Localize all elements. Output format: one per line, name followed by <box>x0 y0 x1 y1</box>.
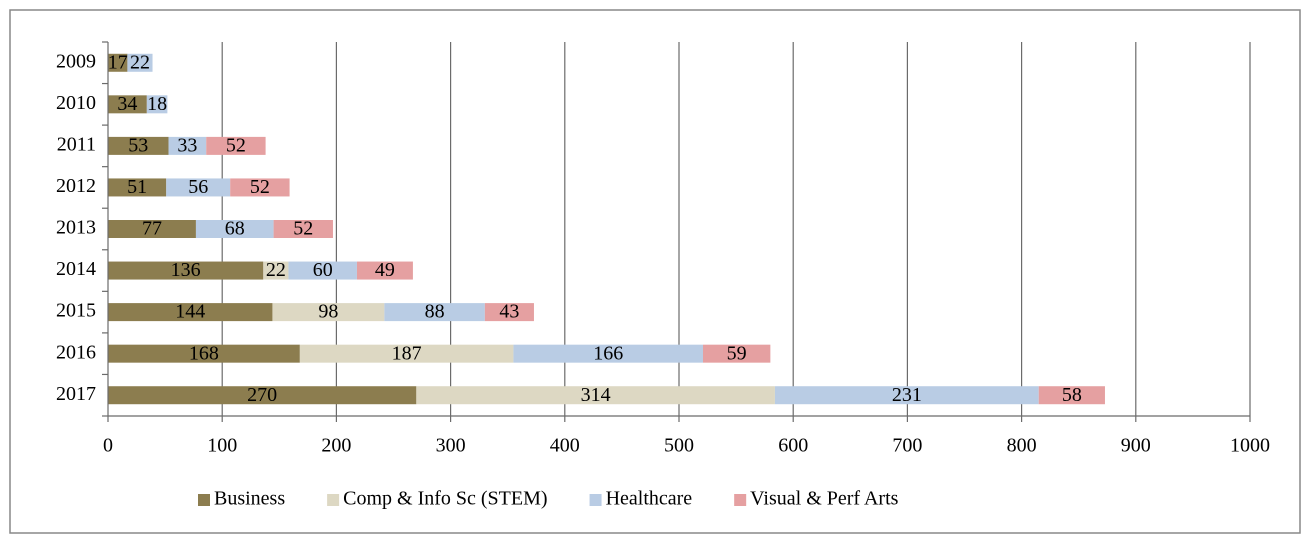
legend-swatch <box>198 494 210 506</box>
value-label: 88 <box>425 301 445 323</box>
legend-label: Business <box>214 488 285 510</box>
bar-segment <box>774 386 1039 405</box>
x-tick-label: 700 <box>892 435 922 457</box>
bar-segment <box>166 178 231 197</box>
bar-segment <box>108 261 264 280</box>
bar-segment <box>513 344 703 363</box>
bar-segment <box>206 136 266 155</box>
bar-segment <box>288 261 357 280</box>
value-label: 59 <box>727 342 747 364</box>
value-label: 43 <box>499 301 519 323</box>
y-tick-label: 2009 <box>56 50 96 72</box>
value-label: 187 <box>392 342 422 364</box>
value-label: 52 <box>250 176 270 198</box>
bar-segment <box>195 220 274 238</box>
value-label: 49 <box>375 259 395 281</box>
value-label: 168 <box>189 342 219 364</box>
value-label: 166 <box>593 342 623 364</box>
legend-swatch <box>589 494 602 506</box>
value-label: 231 <box>892 384 922 406</box>
bar-segment <box>384 303 485 322</box>
bar-segment <box>168 136 207 155</box>
y-tick-label: 2013 <box>56 217 96 239</box>
legend-label: Comp & Info Sc (STEM) <box>343 488 547 510</box>
y-tick-label: 2016 <box>56 341 96 363</box>
bar-segment <box>127 53 153 72</box>
x-tick-label: 500 <box>664 435 694 457</box>
y-tick-label: 2012 <box>56 175 96 197</box>
value-label: 18 <box>147 93 167 115</box>
bar-segment <box>356 261 413 280</box>
y-tick-label: 2015 <box>56 300 96 322</box>
value-label: 34 <box>117 93 137 115</box>
value-label: 51 <box>127 176 147 198</box>
value-label: 144 <box>175 301 205 323</box>
value-label: 53 <box>128 134 148 156</box>
bar-segment <box>108 178 167 197</box>
x-tick-label: 400 <box>550 435 580 457</box>
bar-segment <box>272 303 385 322</box>
bar-segment <box>108 303 273 322</box>
value-label: 33 <box>177 134 197 156</box>
value-label: 52 <box>226 134 246 156</box>
x-tick-label: 0 <box>103 435 113 457</box>
bar-segment <box>108 53 128 72</box>
value-label: 314 <box>581 384 611 406</box>
bar-segment <box>108 344 300 363</box>
bar-segment <box>273 220 333 238</box>
bar-segment <box>108 220 196 238</box>
bar-segment <box>299 344 514 363</box>
legend-label: Healthcare <box>606 488 693 510</box>
bar-segment <box>230 178 290 197</box>
bar-segment <box>702 344 771 363</box>
bar-segment <box>484 303 534 322</box>
value-label: 136 <box>171 259 201 281</box>
value-label: 22 <box>130 51 150 73</box>
bar-segment <box>108 136 169 155</box>
y-tick-label: 2010 <box>56 92 96 114</box>
value-label: 77 <box>142 218 162 240</box>
x-tick-label: 200 <box>321 435 351 457</box>
bar-segment <box>263 261 289 280</box>
value-label: 68 <box>225 218 245 240</box>
legend-label: Visual & Perf Arts <box>750 488 898 510</box>
bar-segment <box>146 95 168 114</box>
legend-swatch <box>734 494 747 506</box>
bar-segment <box>108 386 417 405</box>
y-tick-label: 2017 <box>56 383 96 405</box>
legend-swatch <box>327 494 340 506</box>
x-tick-label: 1000 <box>1230 435 1270 457</box>
value-label: 98 <box>318 301 338 323</box>
x-tick-label: 300 <box>436 435 466 457</box>
y-tick-label: 2014 <box>56 258 96 280</box>
value-label: 56 <box>188 176 208 198</box>
bar-segment <box>108 95 147 114</box>
x-tick-label: 800 <box>1007 435 1037 457</box>
x-tick-label: 600 <box>778 435 808 457</box>
value-label: 270 <box>247 384 277 406</box>
y-tick-label: 2011 <box>57 133 96 155</box>
bar-segment <box>1038 386 1105 405</box>
x-tick-label: 900 <box>1121 435 1151 457</box>
value-label: 22 <box>266 259 286 281</box>
value-label: 52 <box>293 218 313 240</box>
x-tick-label: 100 <box>207 435 237 457</box>
value-label: 60 <box>313 259 333 281</box>
value-label: 58 <box>1062 384 1082 406</box>
bar-segment <box>416 386 775 405</box>
value-label: 17 <box>108 51 128 73</box>
